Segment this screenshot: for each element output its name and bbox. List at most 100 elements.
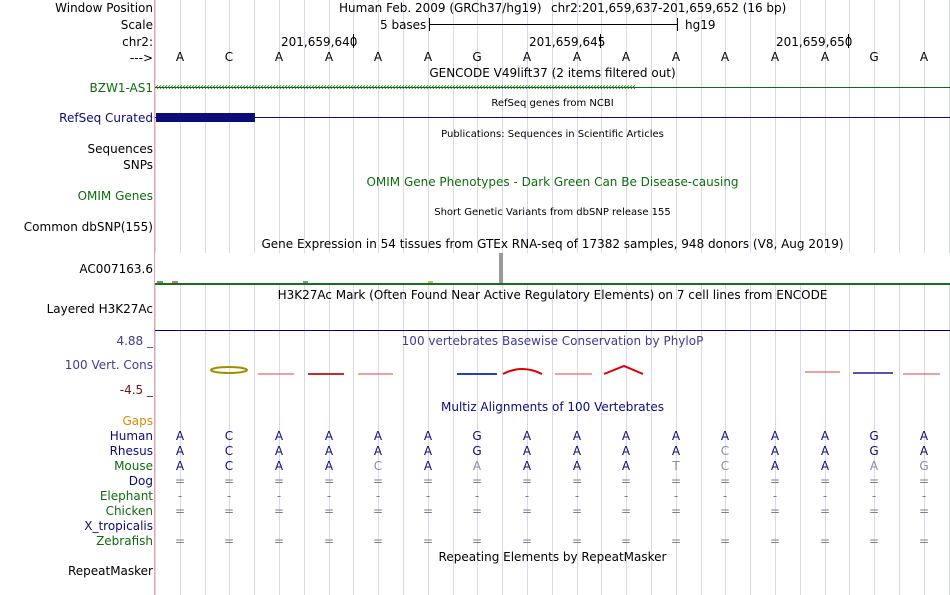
grid-line	[229, 0, 230, 595]
alignment-base: A	[175, 459, 185, 473]
omim-title[interactable]: OMIM Gene Phenotypes - Dark Green Can Be…	[366, 175, 739, 189]
publications-title[interactable]: Publications: Sequences in Scientific Ar…	[441, 129, 664, 140]
alignment-base: -	[524, 489, 530, 503]
alignment-base: A	[522, 444, 532, 458]
grid-line	[825, 0, 826, 595]
dbsnp-title[interactable]: Short Genetic Variants from dbSNP releas…	[434, 207, 671, 218]
h3k27ac-label[interactable]: Layered H3K27Ac	[46, 302, 153, 316]
species-label[interactable]: Dog	[128, 474, 153, 488]
h3k27ac-signal[interactable]	[155, 330, 950, 331]
alignment-base: A	[820, 459, 830, 473]
alignment-base: C	[224, 459, 234, 473]
grid-line	[874, 0, 875, 595]
alignment-base: A	[770, 459, 780, 473]
omim-label[interactable]: OMIM Genes	[77, 189, 153, 203]
gtex-track-area[interactable]	[155, 253, 950, 283]
refseq-label[interactable]: RefSeq Curated	[59, 111, 153, 125]
dbsnp-label[interactable]: Common dbSNP(155)	[23, 220, 153, 234]
phylop-peak	[603, 364, 644, 375]
sequences-label[interactable]: Sequences	[87, 142, 153, 156]
species-label[interactable]: Rhesus	[109, 444, 153, 458]
alignment-base: -	[226, 489, 232, 503]
track-label-divider	[154, 0, 155, 595]
alignment-base: A	[621, 429, 631, 443]
alignment-base: A	[423, 459, 433, 473]
grid-line	[577, 0, 578, 595]
alignment-base: G	[472, 444, 482, 458]
scale-bar	[429, 24, 677, 25]
gtex-bar[interactable]	[499, 253, 503, 283]
gencode-gene-line[interactable]	[155, 87, 950, 88]
alignment-base: =	[471, 534, 483, 548]
phylop-label[interactable]: 100 Vert. Cons	[64, 358, 153, 372]
species-label[interactable]: Zebrafish	[96, 534, 153, 548]
alignment-base: =	[918, 504, 930, 518]
alignment-base: A	[373, 429, 383, 443]
species-label[interactable]: Elephant	[99, 489, 153, 503]
gtex-baseline	[155, 283, 950, 285]
species-label[interactable]: X_tropicalis	[84, 519, 153, 533]
reference-base: A	[522, 50, 532, 64]
alignment-base: A	[621, 444, 631, 458]
reference-base: A	[671, 50, 681, 64]
alignment-base: =	[670, 504, 682, 518]
repeatmasker-label[interactable]: RepeatMasker	[67, 564, 153, 578]
repeatmasker-title[interactable]: Repeating Elements by RepeatMasker	[438, 550, 667, 564]
alignment-base: A	[423, 429, 433, 443]
grid-line	[527, 0, 528, 595]
reference-base: A	[919, 50, 929, 64]
alignment-base: =	[422, 504, 434, 518]
alignment-base: =	[323, 534, 335, 548]
multiz-title[interactable]: Multiz Alignments of 100 Vertebrates	[440, 400, 665, 414]
species-label[interactable]: Mouse	[114, 459, 153, 473]
alignment-base: A	[175, 444, 185, 458]
phylop-max-label: 4.88 _	[116, 334, 153, 348]
species-label[interactable]: Human	[109, 429, 153, 443]
alignment-base: =	[719, 534, 731, 548]
refseq-exon-block[interactable]	[156, 113, 255, 122]
phylop-peak	[210, 366, 248, 374]
alignment-base: =	[223, 534, 235, 548]
phylop-title[interactable]: 100 vertebrates Basewise Conservation by…	[401, 334, 704, 348]
reference-base: A	[423, 50, 433, 64]
alignment-base: =	[372, 534, 384, 548]
refseq-intron-line[interactable]	[155, 117, 950, 118]
alignment-base: A	[572, 429, 582, 443]
grid-line	[601, 0, 602, 595]
gtex-small-bar	[172, 281, 178, 283]
gencode-strand-arrows: ‹‹‹‹‹‹‹‹‹‹‹‹‹‹‹‹‹‹‹‹‹‹‹‹‹‹‹‹‹‹‹‹‹‹‹‹‹‹‹‹…	[155, 82, 636, 93]
coord-tick-2	[600, 34, 601, 48]
gtex-title[interactable]: Gene Expression in 54 tissues from GTEx …	[261, 237, 844, 251]
reference-base: A	[175, 50, 185, 64]
gaps-label[interactable]: Gaps	[122, 414, 153, 428]
snps-label[interactable]: SNPs	[123, 158, 153, 172]
alignment-base: A	[770, 444, 780, 458]
gencode-gene-label[interactable]: BZW1-AS1	[89, 81, 153, 95]
alignment-base: =	[868, 534, 880, 548]
assembly-title: Human Feb. 2009 (GRCh37/hg19)	[339, 1, 542, 15]
coord-label-3: 201,659,650	[776, 35, 853, 49]
refseq-title[interactable]: RefSeq genes from NCBI	[491, 98, 614, 109]
alignment-base: =	[223, 474, 235, 488]
grid-line	[725, 0, 726, 595]
grid-line	[924, 0, 925, 595]
reference-base: C	[224, 50, 234, 64]
gencode-title[interactable]: GENCODE V49lift37 (2 items filtered out)	[429, 66, 676, 80]
alignment-base: =	[571, 474, 583, 488]
window-position-label: Window Position	[55, 1, 153, 15]
gtex-small-bar	[303, 281, 308, 283]
alignment-base: C	[720, 459, 730, 473]
alignment-base: =	[769, 474, 781, 488]
alignment-base: =	[174, 534, 186, 548]
alignment-base: -	[326, 489, 332, 503]
scale-label: Scale	[120, 18, 153, 32]
alignment-base: A	[175, 429, 185, 443]
alignment-base: =	[422, 534, 434, 548]
species-label[interactable]: Chicken	[105, 504, 153, 518]
h3k27ac-title[interactable]: H3K27Ac Mark (Often Found Near Active Re…	[277, 288, 828, 302]
scale-bar-left-tick	[429, 18, 430, 31]
alignment-base: =	[769, 534, 781, 548]
gtex-gene-label[interactable]: AC007163.6	[79, 262, 153, 276]
